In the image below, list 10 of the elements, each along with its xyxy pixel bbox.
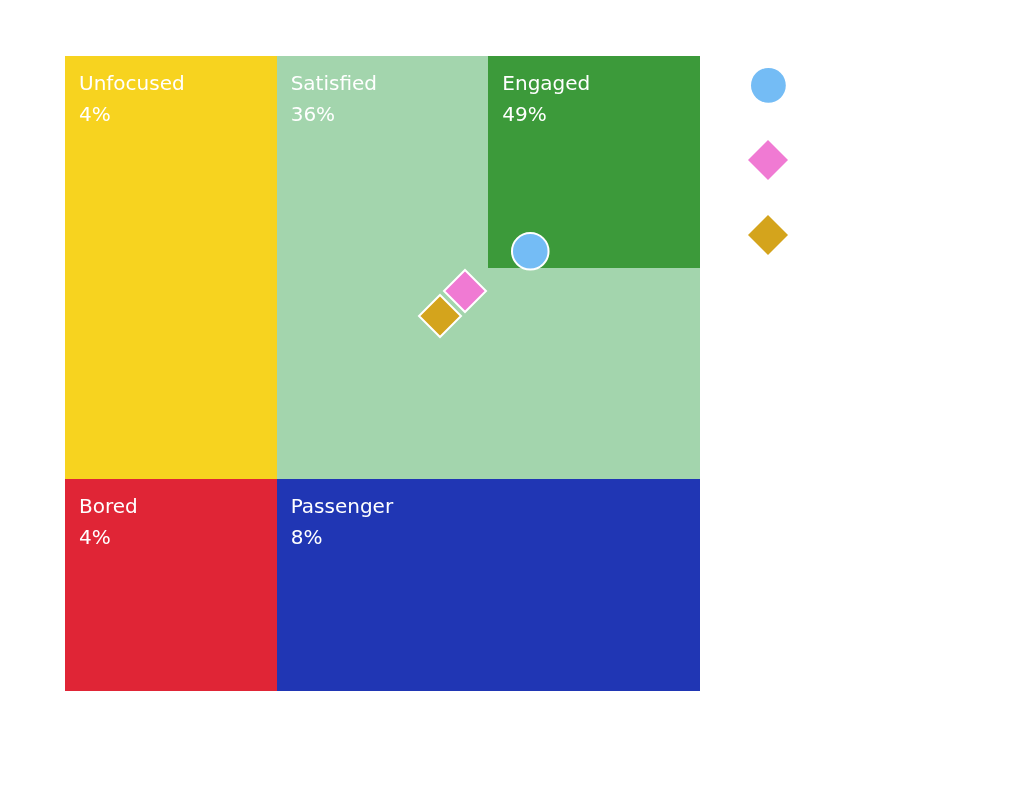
data-label: 36% [290,102,336,126]
category-label: Unfocused [79,71,185,95]
category-label: Engaged [502,71,591,95]
data-label: 4% [79,102,111,126]
category-label: Satisfied [290,71,378,95]
data-label: 49% [502,102,547,126]
category-label: Passenger [290,494,394,519]
data-label: 4% [79,525,111,550]
data-label: 8% [290,525,323,550]
category-label: Bored [79,494,138,519]
